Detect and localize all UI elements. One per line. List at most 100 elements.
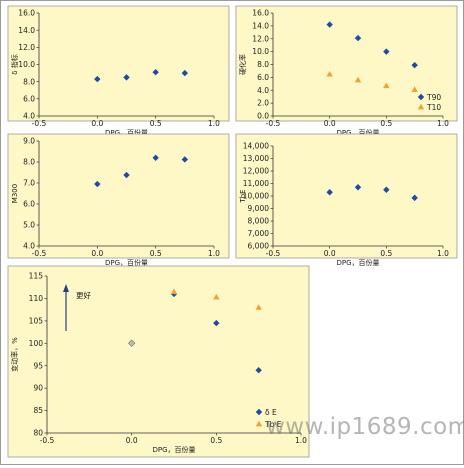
y-tick-label: 110: [29, 294, 44, 303]
data-point-diamond: [181, 69, 189, 77]
x-axis-label: DPG，百份量: [105, 258, 148, 267]
data-point-triangle: [170, 288, 178, 295]
x-tick-label: 1.0: [437, 119, 449, 128]
y-tick-label: 11,000: [243, 179, 269, 188]
y-tick-label: 6.0: [257, 73, 269, 82]
data-point-diamond: [181, 156, 189, 163]
y-tick-label: 12.0: [252, 34, 269, 43]
x-tick-label: -0.5: [32, 119, 47, 128]
legend-label: Tb·E: [264, 420, 282, 429]
x-axis-label: DPG，百份量: [336, 258, 379, 267]
x-tick-label: 0.0: [91, 119, 103, 128]
y-tick-label: 85: [33, 406, 43, 415]
watermark: www.ip1689.com: [266, 414, 464, 440]
legend-marker: [417, 93, 425, 101]
x-tick-label: 0.5: [380, 249, 392, 258]
chart-p5: 80 85 90 95 100 105 110 115 -0.5 0.0 0.5 1.0 DPG，百份量…: [7, 265, 310, 458]
x-tick-label: 0.0: [91, 249, 103, 258]
x-tick-label: 1.0: [208, 119, 220, 128]
y-tick-label: 16.0: [18, 9, 35, 18]
data-point-diamond: [152, 154, 159, 161]
x-tick-label: 0.0: [126, 436, 138, 445]
y-axis-label: M300: [11, 184, 19, 203]
x-tick-label: -0.5: [32, 249, 47, 258]
y-tick-label: 0.0: [257, 112, 269, 121]
panel-background: [7, 5, 230, 122]
legend-marker: [255, 408, 263, 416]
data-point-diamond: [383, 48, 390, 55]
y-tick-label: 9,000: [248, 204, 270, 213]
legend-label: T90: [426, 93, 441, 102]
better-arrow-head: [63, 284, 69, 292]
y-tick-label: 4.0: [23, 242, 35, 251]
data-point-triangle: [411, 86, 418, 93]
y-tick-label: 7.0: [23, 179, 35, 188]
y-tick-label: 6.0: [23, 94, 35, 103]
y-tick-label: 5.0: [23, 221, 35, 230]
data-point-diamond: [94, 180, 101, 188]
x-tick-label: 1.0: [208, 249, 220, 258]
data-point-diamond: [326, 189, 333, 196]
y-tick-label: 6.0: [23, 200, 35, 209]
y-tick-label: 10.0: [252, 47, 269, 56]
y-tick-label: 100: [29, 339, 44, 348]
y-tick-label: 7,000: [248, 229, 270, 238]
data-point-diamond: [411, 61, 418, 69]
legend-marker: [417, 103, 425, 110]
y-tick-label: 14,000: [243, 142, 269, 151]
y-tick-label: 14.0: [252, 21, 269, 30]
x-tick-label: 0.5: [150, 249, 162, 258]
x-tick-label: 0.5: [380, 119, 392, 128]
data-point-triangle: [354, 76, 362, 83]
data-point-diamond: [213, 319, 220, 327]
y-tick-label: 8.0: [257, 60, 269, 69]
y-tick-label: 12.0: [18, 43, 35, 52]
y-tick-label: 90: [33, 384, 43, 393]
data-point-diamond: [123, 171, 130, 179]
panel-background: [235, 133, 458, 259]
x-tick-label: 0.0: [324, 249, 336, 258]
panel-background: [7, 133, 230, 259]
data-point-triangle: [326, 70, 333, 77]
x-tick-label: 1.0: [437, 249, 449, 258]
chart-p2: 0.02.04.06.08.010.012.014.016.0-0.5 0.0 0.…: [235, 5, 458, 137]
y-tick-label: 8.0: [23, 158, 35, 167]
y-tick-label: 115: [29, 272, 44, 281]
data-point-diamond: [411, 194, 418, 202]
y-tick-label: 6,000: [248, 242, 270, 251]
y-tick-label: 12,000: [243, 167, 269, 176]
x-tick-label: -0.5: [266, 249, 281, 258]
legend-label: δ E: [265, 408, 277, 417]
data-point-diamond: [354, 184, 362, 191]
chart-p4: 6,000 7,000 8,000 9,000 10,000 11,000 12,000 13…: [235, 133, 458, 267]
y-tick-label: 13,000: [243, 154, 269, 163]
x-tick-label: 1.0: [295, 436, 307, 445]
y-tick-label: 4.0: [257, 86, 269, 95]
y-tick-label: 95: [33, 361, 43, 370]
x-tick-label: -0.5: [266, 119, 281, 128]
y-tick-label: 14.0: [18, 26, 35, 35]
x-axis-label: DPG，百份量: [152, 445, 195, 454]
x-tick-label: 0.5: [150, 119, 162, 128]
y-tick-label: 16.0: [252, 9, 269, 18]
data-point-diamond: [354, 34, 362, 42]
x-tick-label: 0.5: [210, 436, 222, 445]
data-point-diamond: [255, 367, 262, 374]
x-tick-label: -0.5: [40, 436, 55, 445]
data-point-triangle: [383, 82, 390, 89]
y-tick-label: 4.0: [23, 112, 35, 121]
data-point-triangle: [255, 304, 262, 310]
panel-background: [7, 265, 310, 458]
y-tick-label: 8,000: [248, 217, 270, 226]
baseline-point: [128, 339, 136, 347]
y-axis-label: TbE: [239, 189, 247, 203]
y-tick-label: 2.0: [257, 99, 269, 108]
panel-background: [235, 5, 458, 122]
y-axis-label: 变动率，%: [10, 337, 19, 372]
y-tick-label: 9.0: [23, 137, 35, 146]
y-axis-label: δ 指标: [10, 54, 19, 75]
chart-p3: 4.0 5.0 6.0 7.0 8.0 9.0 -0.5 0.0 0.5 1.0 DPG，百份量 M3…: [7, 133, 230, 267]
data-point-diamond: [152, 69, 159, 76]
